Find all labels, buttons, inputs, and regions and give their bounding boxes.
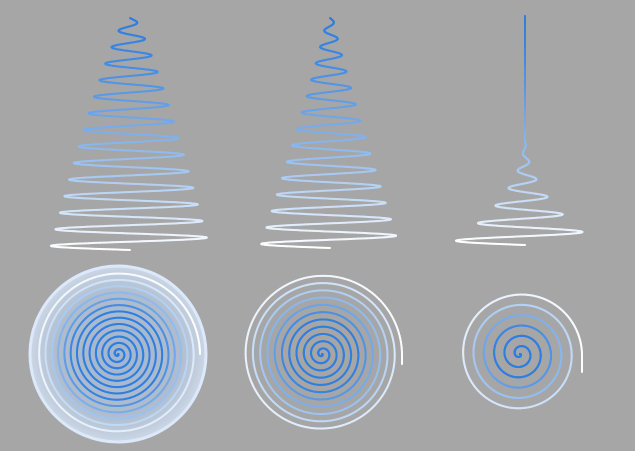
top-view-spiral-1 bbox=[28, 264, 208, 444]
side-view-spiral-2 bbox=[260, 17, 398, 249]
side-view-spiral-1 bbox=[50, 17, 208, 251]
side-view-spiral-3 bbox=[455, 15, 584, 246]
